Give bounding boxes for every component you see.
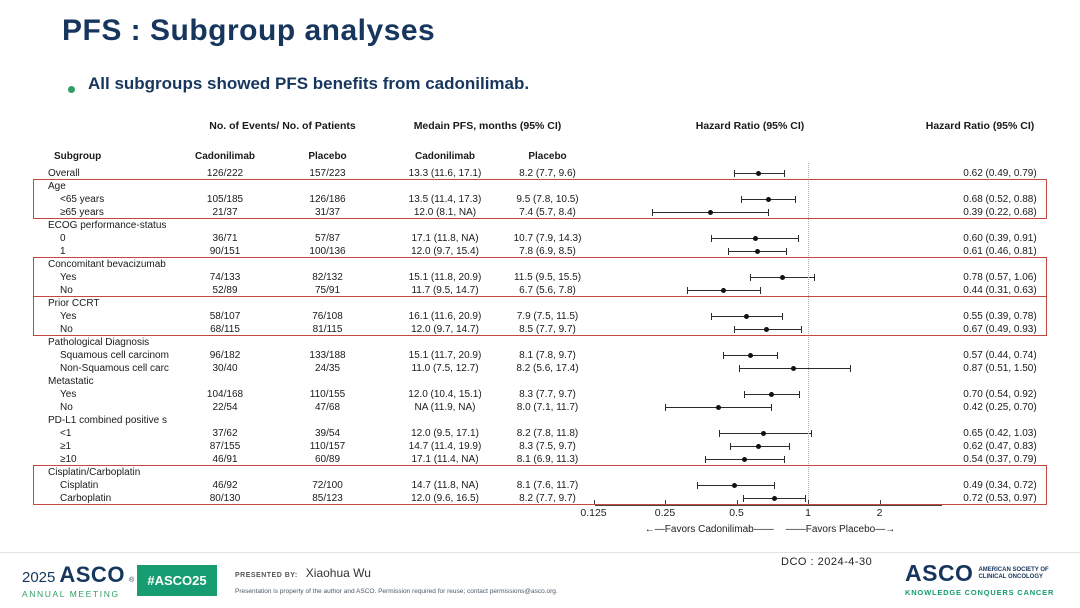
- axis-tick-label: 0.125: [580, 507, 607, 519]
- col-events-placebo: Placebo: [308, 151, 347, 162]
- group-header-row: ECOG performance-status: [40, 219, 1050, 232]
- bullet-text: All subgroups showed PFS benefits from c…: [88, 74, 530, 93]
- table-row: 1 90/151 100/136 12.0 (9.7, 15.4) 7.8 (6.9, …: [60, 245, 1037, 258]
- table-row: No 22/54 47/68 NA (11.9, NA) 8.0 (7.1, 11.7)…: [60, 401, 1037, 414]
- ci-marker: [590, 427, 950, 440]
- ci-marker: [590, 440, 950, 453]
- dco-date: DCO : 2024-4-30: [781, 556, 873, 568]
- col-pfs-cado: Cadonilimab: [414, 151, 475, 162]
- table-row: Yes 104/168 110/155 12.0 (10.4, 15.1) 8.3 (7…: [60, 388, 1037, 401]
- table-row: No 52/89 75/91 11.7 (9.5, 14.7) 6.7 (5.6, 7.…: [60, 284, 1037, 297]
- group-header-row: Age: [40, 180, 1050, 193]
- table-row: ≥10 46/91 60/89 17.1 (11.4, NA) 8.1 (6.9, 11…: [60, 453, 1037, 466]
- ci-marker: [590, 349, 950, 362]
- highlight-box-cisplatin-carboplatin: [33, 465, 1047, 505]
- table-row: Overall 126/222 157/223 13.3 (11.6, 17.1) 8.…: [48, 167, 1037, 180]
- ci-marker: [590, 310, 950, 323]
- group-header-row: Cisplatin/Carboplatin: [40, 466, 1050, 479]
- ci-marker: [590, 206, 950, 219]
- asco-logo: ASCO AMERICAN SOCIETY OF CLINICAL ONCOLO…: [905, 560, 1054, 597]
- group-header-row: PD-L1 combined positive s: [40, 414, 1050, 427]
- axis-tick-label: 0.25: [654, 507, 676, 519]
- group-header-row: Prior CCRT: [40, 297, 1050, 310]
- presenter-name: Xiaohua Wu: [305, 566, 371, 580]
- axis-tick-label: 2: [876, 507, 883, 519]
- ci-marker: [590, 336, 950, 349]
- ci-marker: [590, 193, 950, 206]
- ci-marker: [590, 492, 950, 505]
- ci-marker: [590, 453, 950, 466]
- header-events-group: No. of Events/ No. of Patients: [209, 120, 356, 132]
- asco-logo-society-text: AMERICAN SOCIETY OF CLINICAL ONCOLOGY: [978, 566, 1049, 580]
- table-row: ≥1 87/155 110/157 14.7 (11.4, 19.9) 8.3 (7.5…: [60, 440, 1037, 453]
- ci-marker: [590, 271, 950, 284]
- axis-line: [595, 505, 942, 506]
- table-row: <65 years 105/185 126/186 13.5 (11.4, 17.3)…: [60, 193, 1037, 206]
- page-title: PFS : Subgroup analyses: [62, 14, 436, 47]
- ci-marker: [590, 388, 950, 401]
- asco-tagline: KNOWLEDGE CONQUERS CANCER: [905, 588, 1055, 597]
- group-header-row: Metastatic: [40, 375, 1050, 388]
- ci-marker: [590, 245, 950, 258]
- table-row: Yes 74/133 82/132 15.1 (11.8, 20.9) 11.5 (9.…: [60, 271, 1037, 284]
- column-header-row: Subgroup Cadonilimab Placebo Cadonilimab…: [40, 150, 1050, 164]
- ci-marker: [590, 362, 950, 375]
- axis-tick-label: 0.5: [729, 507, 744, 519]
- ci-marker: [590, 284, 950, 297]
- ci-marker: [590, 219, 950, 232]
- col-subgroup: Subgroup: [54, 151, 102, 162]
- axis-tick-label: 1: [805, 507, 811, 519]
- favors-placebo-label: ——Favors Placebo—→: [785, 524, 896, 535]
- disclaimer-text: Presentation is property of the author a…: [235, 588, 558, 595]
- ci-marker: [590, 479, 950, 492]
- header-hr-plot: Hazard Ratio (95% CI): [695, 120, 805, 132]
- ci-marker: [590, 401, 950, 414]
- ci-marker: [590, 375, 950, 388]
- footer-divider: [0, 552, 1080, 553]
- favors-cadonilimab-label: ←—Favors Cadonilimab——: [644, 524, 774, 535]
- table-row: Cisplatin 46/92 72/100 14.7 (11.8, NA) 8.1 (…: [60, 479, 1037, 492]
- group-header-row: Concomitant bevacizumab: [40, 258, 1050, 271]
- logo-asco-text: ASCO: [59, 562, 125, 587]
- asco-annual-meeting-logo: 2025 ASCO ® ANNUAL MEETING: [22, 562, 134, 599]
- forest-plot: No. of Events/ No. of Patients Medain PF…: [40, 115, 1050, 555]
- logo-annual-meeting: ANNUAL MEETING: [22, 589, 120, 599]
- ci-marker: [590, 167, 950, 180]
- forest-rows: Overall 126/222 157/223 13.3 (11.6, 17.1) 8.…: [40, 167, 1050, 505]
- hashtag-badge: #ASCO25: [137, 565, 217, 596]
- highlight-box-concomitant-bevacizumab: [33, 257, 1047, 297]
- table-row: Carboplatin 80/130 85/123 12.0 (9.6, 16.5) 8…: [60, 492, 1037, 505]
- logo-year: 2025: [22, 569, 56, 586]
- header-hr-column: Hazard Ratio (95% CI): [925, 120, 1035, 132]
- group-header-row: Pathological Diagnosis: [40, 336, 1050, 349]
- asco-logo-text: ASCO: [905, 560, 974, 586]
- table-row: ≥65 years 21/37 31/37 12.0 (8.1, NA) 7.4 (5.…: [60, 206, 1037, 219]
- bullet-icon: [68, 86, 75, 93]
- ci-marker: [590, 232, 950, 245]
- highlight-box-prior-ccrt: [33, 296, 1047, 336]
- ci-marker: [590, 323, 950, 336]
- highlight-box-age: [33, 179, 1047, 219]
- table-row: Squamous cell carcinom 96/182 133/188 15.1 …: [60, 349, 1037, 362]
- col-pfs-placebo: Placebo: [528, 151, 567, 162]
- table-row: Yes 58/107 76/108 16.1 (11.6, 20.9) 7.9 (7.5…: [60, 310, 1037, 323]
- ci-marker: [590, 414, 950, 427]
- table-row: <1 37/62 39/54 12.0 (9.5, 17.1) 8.2 (7.8, 11…: [60, 427, 1037, 440]
- table-row: Non-Squamous cell carc 30/40 24/35 11.0 (7.…: [60, 362, 1037, 375]
- presented-by-label: PRESENTED BY:: [235, 572, 298, 579]
- table-row: No 68/115 81/115 12.0 (9.7, 14.7) 8.5 (7.7, …: [60, 323, 1037, 336]
- header-pfs-group: Medain PFS, months (95% CI): [413, 120, 562, 132]
- reference-line: [808, 163, 809, 506]
- favors-legend: ←—Favors Cadonilimab—— ——Favors Placebo—…: [590, 524, 950, 535]
- table-row: 0 36/71 57/87 17.1 (11.8, NA) 10.7 (7.9, 14.…: [60, 232, 1037, 245]
- col-events-cado: Cadonilimab: [194, 151, 255, 162]
- registered-mark-icon: ®: [128, 577, 135, 584]
- presented-by: PRESENTED BY: Xiaohua Wu: [235, 566, 371, 580]
